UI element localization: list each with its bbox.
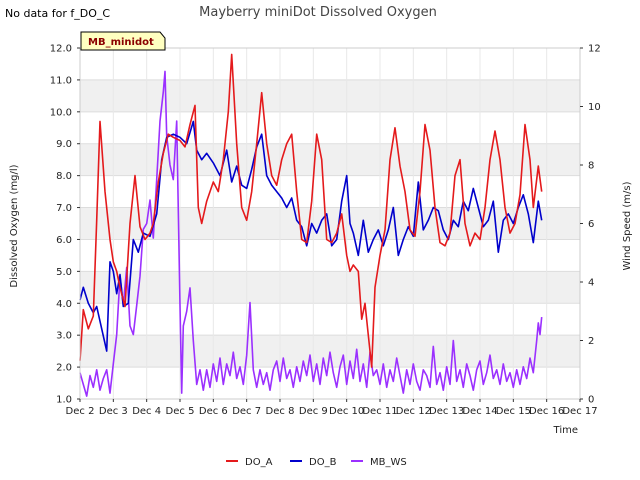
x-tick-label: Dec 15 <box>496 406 531 417</box>
x-tick-label: Dec 14 <box>462 406 497 417</box>
legend-label: MB_WS <box>370 457 407 468</box>
x-tick-label: Dec 8 <box>266 406 295 417</box>
x-tick-label: Dec 13 <box>429 406 464 417</box>
y-axis-left-label: Dissolved Oxygen (mg/l) <box>9 164 20 287</box>
legend: DO_A DO_B MB_WS <box>226 457 407 468</box>
x-axis-label: Time <box>553 425 578 436</box>
legend-label: DO_A <box>245 457 273 468</box>
y-tick-left-label: 9.0 <box>56 139 72 150</box>
x-tick-label: Dec 12 <box>396 406 431 417</box>
x-tick-label: Dec 3 <box>99 406 128 417</box>
grid-band <box>80 79 580 112</box>
x-tick-label: Dec 17 <box>562 406 597 417</box>
no-data-notice: No data for f_DO_C <box>5 7 111 20</box>
y-tick-left-label: 4.0 <box>56 299 72 310</box>
x-tick-label: Dec 11 <box>362 406 397 417</box>
x-tick-label: Dec 10 <box>329 406 364 417</box>
y-tick-left-label: 12.0 <box>50 44 72 55</box>
y-tick-right-label: 4 <box>588 278 594 289</box>
y-tick-right-label: 0 <box>588 395 594 406</box>
y-tick-right-label: 6 <box>588 219 594 230</box>
grid-band <box>80 143 580 176</box>
site-label-text: MB_minidot <box>88 37 154 48</box>
site-label-shape <box>80 31 166 51</box>
x-tick-label: Dec 6 <box>199 406 228 417</box>
chart-title: Mayberry miniDot Dissolved Oxygen <box>199 5 437 20</box>
y-tick-left-label: 8.0 <box>56 171 72 182</box>
y-tick-left-label: 5.0 <box>56 267 72 278</box>
legend-item-do-a: DO_A <box>226 457 273 468</box>
y-tick-right-label: 12 <box>588 44 601 55</box>
x-tick-label: Dec 5 <box>166 406 195 417</box>
series-line-do-a <box>79 53 543 368</box>
y-tick-left-label: 11.0 <box>50 75 72 86</box>
y-axis-right-label: Wind Speed (m/s) <box>622 181 633 270</box>
series-line-mb-ws <box>79 70 543 397</box>
series-line-do-b <box>79 120 543 352</box>
y-tick-right-label: 8 <box>588 161 594 172</box>
x-tick-label: Dec 7 <box>232 406 261 417</box>
legend-label: DO_B <box>309 457 337 468</box>
x-tick-label: Dec 4 <box>132 406 161 417</box>
left-axis-ticks: 1.0 2.0 3.0 4.0 5.0 6.0 7.0 8.0 9.0 10.0 11.0 12.0 <box>50 44 80 406</box>
site-label-box: MB_minidot <box>80 31 166 51</box>
x-tick-label: Dec 16 <box>529 406 564 417</box>
right-axis-ticks: 0 2 4 6 8 10 12 <box>580 44 601 406</box>
x-tick-label: Dec 9 <box>299 406 328 417</box>
x-axis-ticks: Dec 2 Dec 3 Dec 4 Dec 5 Dec 6 Dec 7 Dec 8 Dec 9… <box>66 399 598 417</box>
legend-item-mb-ws: MB_WS <box>351 457 407 468</box>
grid-band <box>80 271 580 304</box>
y-tick-left-label: 7.0 <box>56 203 72 214</box>
y-tick-right-label: 2 <box>588 336 594 347</box>
y-tick-left-label: 10.0 <box>50 107 72 118</box>
legend-item-do-b: DO_B <box>290 457 337 468</box>
y-tick-left-label: 6.0 <box>56 235 72 246</box>
series-layer <box>79 53 543 397</box>
y-tick-right-label: 10 <box>588 102 601 113</box>
y-tick-left-label: 3.0 <box>56 331 72 342</box>
y-tick-left-label: 1.0 <box>56 395 72 406</box>
grid-band <box>80 335 580 368</box>
x-tick-label: Dec 2 <box>66 406 95 417</box>
y-tick-left-label: 2.0 <box>56 363 72 374</box>
